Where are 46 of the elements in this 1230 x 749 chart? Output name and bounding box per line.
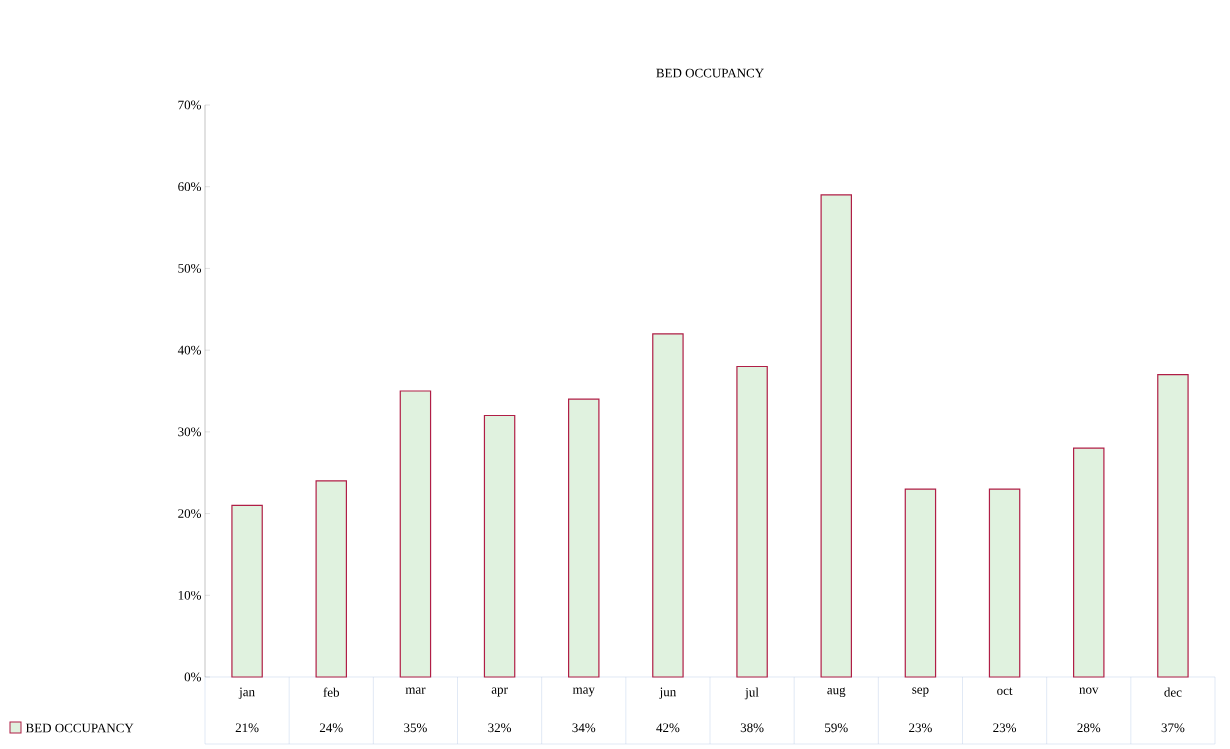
data-label: 38% [740, 723, 764, 733]
x-tick-label: sep [912, 687, 929, 697]
x-tick-label: feb [323, 687, 340, 697]
bar [568, 398, 600, 678]
x-tick-label: jul [744, 687, 759, 700]
data-label: 35% [404, 723, 427, 733]
bar [315, 480, 348, 678]
bar [483, 414, 516, 678]
data-label: 37% [1161, 723, 1185, 733]
y-tick-label: 10% [178, 590, 202, 600]
data-label: 42% [656, 723, 680, 733]
x-tick-label: jan [238, 687, 255, 699]
bar [231, 504, 263, 678]
data-label: 59% [825, 723, 848, 733]
y-tick-label: 0% [184, 672, 202, 682]
y-tick-label: 60% [178, 182, 202, 192]
legend-label: BED OCCUPANCY [25, 723, 134, 733]
data-label: 21% [235, 723, 259, 733]
y-tick-label: 50% [178, 264, 202, 273]
bar [652, 333, 684, 678]
x-tick-label: may [572, 687, 595, 697]
y-tick-label: 40% [177, 345, 202, 355]
chart-title: BED OCCUPANCY [656, 68, 764, 78]
x-tick-label: mar [405, 687, 426, 694]
y-tick-label: 20% [178, 509, 202, 518]
x-tick-label: nov [1079, 687, 1099, 694]
x-tick-label: dec [1164, 687, 1182, 697]
bar [820, 194, 853, 678]
data-label: 24% [319, 723, 343, 733]
data-label: 23% [993, 723, 1017, 733]
x-tick-label: apr [491, 687, 508, 697]
x-tick-label: jun [659, 687, 677, 699]
x-tick-label: oct [997, 687, 1013, 695]
bar [399, 390, 432, 678]
data-label: 23% [909, 723, 932, 733]
bar [736, 365, 768, 678]
data-label: 32% [488, 723, 512, 733]
bar [988, 488, 1021, 678]
bar [1157, 374, 1189, 678]
y-tick-label: 30% [178, 427, 202, 437]
data-label: 28% [1077, 723, 1101, 733]
bar [1073, 447, 1105, 678]
bar [904, 488, 937, 678]
y-tick-label: 70% [178, 100, 202, 110]
x-tick-label: aug [827, 687, 846, 698]
data-label: 34% [572, 723, 596, 733]
